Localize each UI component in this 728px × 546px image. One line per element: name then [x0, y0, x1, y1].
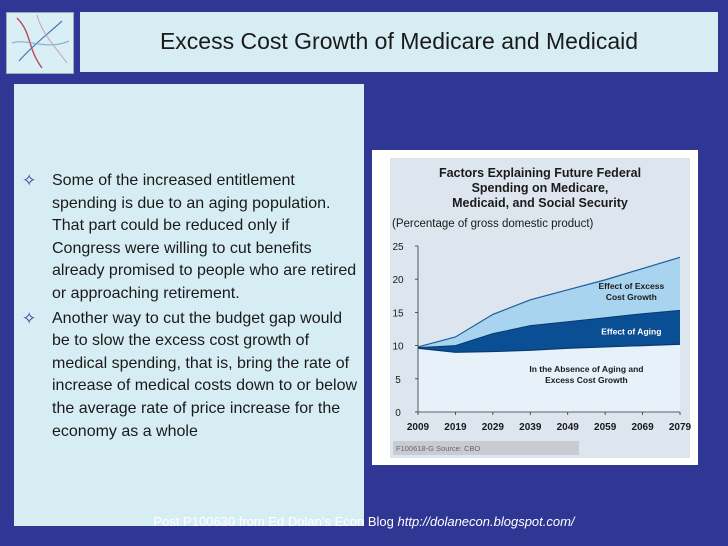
series-line-base: [417, 343, 681, 353]
x-tick-label: 2079: [669, 422, 692, 433]
chart-title-line-2: Spending on Medicare,: [472, 181, 609, 195]
series-line-aging: [417, 309, 681, 349]
y-tick-label: 15: [392, 308, 404, 319]
x-tick-label: 2019: [444, 422, 467, 433]
diamond-star-icon: ✧: [22, 171, 37, 190]
series-label-aging: Effect of Aging: [601, 326, 661, 336]
bullet-text: Some of the increased entitlement spendi…: [52, 172, 357, 302]
slide-title: Excess Cost Growth of Medicare and Medic…: [159, 28, 639, 54]
chart-source: F100618-G Source: CBO: [396, 444, 480, 453]
series-label-excess-cost-growth: Effect of Excess: [599, 281, 665, 291]
footer-text: Post P100630 from Ed Dolan’s Econ Blog: [153, 514, 398, 529]
plot-area: 0 5 10 15 20 25 2009 2019 2029 2039 2049 2059 2069 20…: [392, 242, 691, 433]
series-line-excess-cost-growth: [417, 256, 681, 348]
bullet-item: ✧ Another way to cut the budget gap woul…: [16, 308, 360, 444]
chart-ylabel: (Percentage of gross domestic product): [392, 218, 594, 230]
bullet-item: ✧ Some of the increased entitlement spen…: [16, 170, 360, 306]
footer-link[interactable]: http://dolanecon.blogspot.com/: [397, 514, 575, 529]
y-tick-label: 0: [395, 408, 401, 419]
source-box: [393, 441, 579, 455]
series-area-base: [418, 344, 680, 412]
series-label-excess-cost-growth: Cost Growth: [606, 292, 657, 302]
diamond-star-icon: ✧: [22, 308, 37, 328]
logo-image: [6, 12, 74, 74]
x-tick-label: 2059: [594, 422, 617, 433]
y-tick-label: 10: [392, 342, 404, 353]
y-tick-label: 5: [395, 375, 401, 386]
text-panel: ✧ Some of the increased entitlement spen…: [14, 84, 364, 526]
x-tick-label: 2069: [631, 422, 654, 433]
series-label-base: In the Absence of Aging and: [529, 364, 643, 374]
series-label-base: Excess Cost Growth: [545, 375, 628, 385]
chart-title-line-1: Factors Explaining Future Federal: [439, 166, 641, 180]
series-area-aging: [418, 310, 680, 353]
chart-title-line-3: Medicaid, and Social Security: [452, 196, 628, 210]
x-tick-label: 2029: [482, 422, 505, 433]
y-tick-label: 25: [392, 242, 404, 253]
bullet-text: Another way to cut the budget gap would …: [52, 309, 358, 440]
y-tick-label: 20: [392, 275, 404, 286]
x-tick-label: 2009: [407, 422, 430, 433]
series-area-excess-cost-growth: [418, 257, 680, 348]
chart-panel: Factors Explaining Future Federal Spendi…: [372, 150, 698, 465]
x-tick-label: 2039: [519, 422, 542, 433]
footer: Post P100630 from Ed Dolan’s Econ Blog h…: [0, 514, 728, 529]
bullet-list: ✧ Some of the increased entitlement spen…: [16, 170, 360, 445]
title-bar: Excess Cost Growth of Medicare and Medic…: [80, 12, 718, 72]
x-tick-label: 2049: [557, 422, 580, 433]
chart: Factors Explaining Future Federal Spendi…: [390, 158, 692, 458]
